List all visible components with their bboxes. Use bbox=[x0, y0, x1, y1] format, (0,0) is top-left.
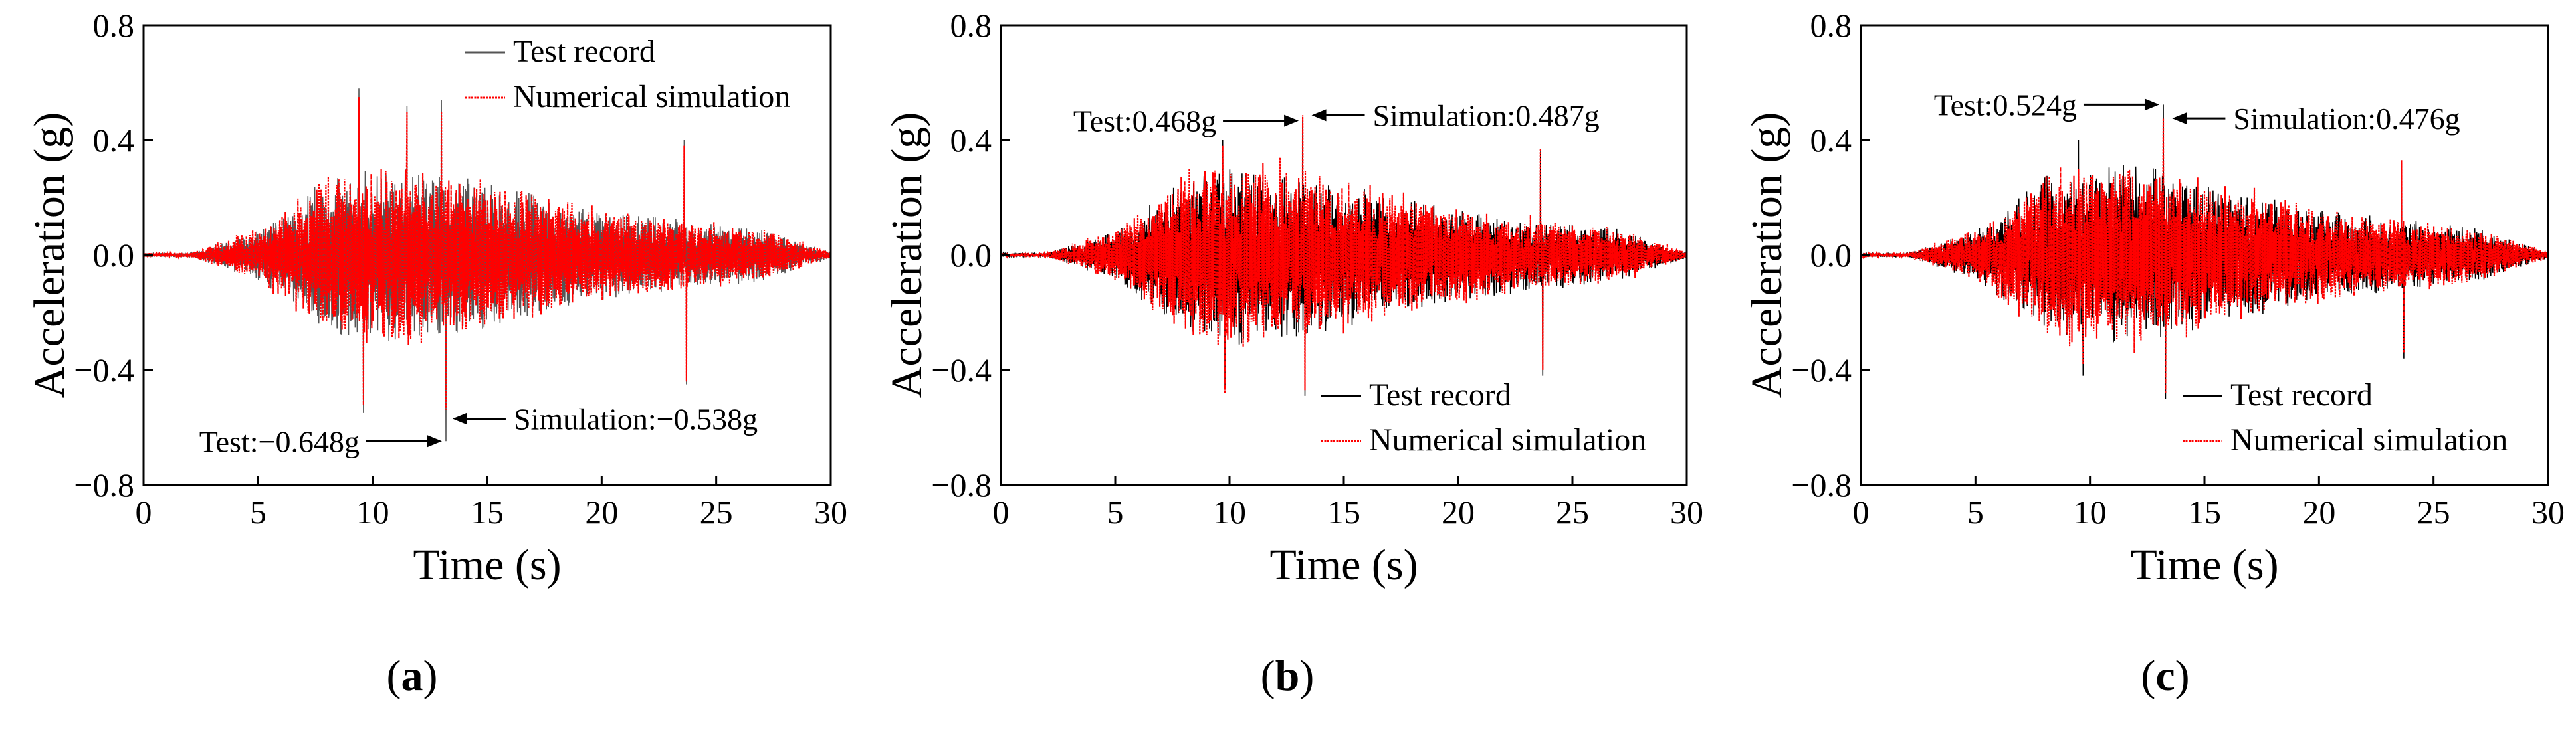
caption-b: (b) bbox=[1260, 652, 1315, 700]
y-tick-label: 0.4 bbox=[950, 122, 992, 159]
x-tick-label: 25 bbox=[2417, 494, 2450, 531]
x-tick-label: 20 bbox=[2302, 494, 2335, 531]
annotation-arrow-head bbox=[1311, 109, 1327, 122]
y-tick-label: 0.8 bbox=[1810, 7, 1852, 44]
y-tick-label: −0.4 bbox=[931, 351, 992, 389]
annotation-test-peak: Test:0.468g bbox=[1073, 104, 1216, 138]
x-tick-label: 0 bbox=[993, 494, 1010, 531]
x-tick-label: 0 bbox=[136, 494, 152, 531]
x-tick-label: 25 bbox=[700, 494, 733, 531]
y-axis-label: Acceleration (g) bbox=[25, 112, 74, 399]
legend-label-test-record: Test record bbox=[513, 34, 655, 69]
annotation-arrow-head bbox=[2172, 112, 2187, 125]
x-axis-label: Time (s) bbox=[1269, 541, 1418, 589]
chart-panel-a: 0 5 10 15 20 25 30 −0.8 −0.4 0.0 0.4 0.8 Time (s) Acc… bbox=[25, 7, 847, 589]
series-line-numerical-simulation bbox=[142, 97, 832, 410]
x-tick-label: 10 bbox=[356, 494, 389, 531]
caption-c-label: c bbox=[2155, 652, 2175, 700]
y-tick-label: −0.8 bbox=[1791, 466, 1852, 503]
x-tick-label: 30 bbox=[1670, 494, 1703, 531]
series-line-numerical-simulation bbox=[1000, 115, 1688, 393]
caption-c: (c) bbox=[2141, 652, 2190, 700]
annotation-test-peak: Test:0.524g bbox=[1934, 88, 2077, 122]
x-tick-label: 10 bbox=[2074, 494, 2107, 531]
x-tick-label: 5 bbox=[1107, 494, 1124, 531]
y-tick-label: 0.4 bbox=[93, 122, 135, 159]
caption-a: (a) bbox=[386, 652, 438, 700]
legend-label-test-record: Test record bbox=[2230, 377, 2373, 412]
annotation-simulation-peak: Simulation:0.487g bbox=[1373, 98, 1600, 132]
y-tick-label: −0.8 bbox=[931, 466, 992, 503]
x-tick-label: 30 bbox=[2531, 494, 2565, 531]
y-tick-label: −0.4 bbox=[74, 351, 134, 389]
legend-label-numerical-simulation: Numerical simulation bbox=[1369, 422, 1646, 458]
chart-panel-c: 0 5 10 15 20 25 30 −0.8 −0.4 0.0 0.4 0.8 Time (s) Acc… bbox=[1743, 7, 2565, 589]
annotation-arrow-head bbox=[452, 412, 467, 425]
caption-b-label: b bbox=[1275, 652, 1300, 700]
y-tick-label: 0.0 bbox=[950, 236, 992, 274]
x-tick-label: 5 bbox=[250, 494, 267, 531]
x-axis-label: Time (s) bbox=[2130, 541, 2278, 589]
y-tick-label: 0.4 bbox=[1810, 122, 1852, 159]
chart-panel-b: 0 5 10 15 20 25 30 −0.8 −0.4 0.0 0.4 0.8 Time (s) Acc… bbox=[883, 7, 1703, 589]
series-line-numerical-simulation bbox=[1860, 118, 2549, 393]
x-tick-label: 20 bbox=[1442, 494, 1475, 531]
y-tick-label: 0.8 bbox=[950, 7, 992, 44]
legend-label-numerical-simulation: Numerical simulation bbox=[2230, 422, 2508, 458]
x-tick-label: 15 bbox=[471, 494, 504, 531]
x-tick-label: 0 bbox=[1853, 494, 1870, 531]
annotation-simulation-peak: Simulation:0.476g bbox=[2233, 102, 2460, 136]
x-tick-label: 25 bbox=[1556, 494, 1589, 531]
y-tick-label: 0.0 bbox=[1810, 236, 1852, 274]
y-axis-label: Acceleration (g) bbox=[1743, 112, 1791, 399]
annotation-arrow-head bbox=[2144, 98, 2159, 111]
annotation-simulation-peak: Simulation:−0.538g bbox=[514, 403, 758, 436]
y-tick-label: 0.8 bbox=[93, 7, 135, 44]
caption-a-label: a bbox=[401, 652, 423, 700]
annotation-test-peak: Test:−0.648g bbox=[199, 424, 360, 458]
x-axis-label: Time (s) bbox=[413, 541, 561, 589]
annotation-arrow-head bbox=[1284, 114, 1299, 127]
x-tick-label: 15 bbox=[1327, 494, 1360, 531]
x-tick-label: 10 bbox=[1213, 494, 1246, 531]
y-tick-label: 0.0 bbox=[93, 236, 135, 274]
y-tick-label: −0.8 bbox=[74, 466, 134, 503]
y-tick-label: −0.4 bbox=[1791, 351, 1852, 389]
legend-label-numerical-simulation: Numerical simulation bbox=[513, 79, 790, 114]
x-tick-label: 30 bbox=[814, 494, 847, 531]
x-tick-label: 20 bbox=[585, 494, 618, 531]
x-tick-label: 15 bbox=[2188, 494, 2221, 531]
x-tick-label: 5 bbox=[1967, 494, 1984, 531]
y-axis-label: Acceleration (g) bbox=[883, 112, 931, 399]
legend-label-test-record: Test record bbox=[1369, 377, 1511, 412]
annotation-arrow-head bbox=[427, 435, 442, 448]
